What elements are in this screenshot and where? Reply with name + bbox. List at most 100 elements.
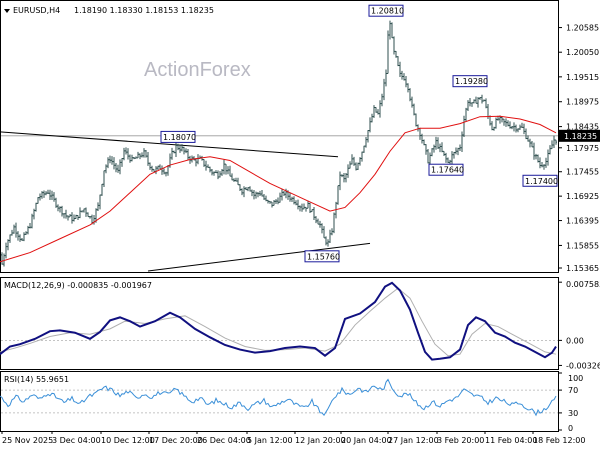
price-bar bbox=[455, 147, 457, 155]
price-bar bbox=[271, 201, 273, 208]
price-bar bbox=[265, 195, 267, 202]
price-bar bbox=[467, 100, 469, 111]
price-bar bbox=[403, 73, 405, 81]
price-bar bbox=[29, 222, 31, 229]
price-bar bbox=[269, 200, 271, 204]
current-price-label: 1.18235 bbox=[564, 132, 597, 141]
price-y-tick-label: 1.20585 bbox=[566, 24, 599, 33]
moving-average-line bbox=[0, 115, 557, 263]
price-bar bbox=[123, 147, 125, 161]
annotation-box bbox=[368, 4, 404, 17]
rsi-y-tick-label: 70 bbox=[568, 386, 578, 395]
price-bar bbox=[55, 197, 57, 208]
price-bar bbox=[383, 78, 385, 101]
annotation-label: 1.17400 bbox=[525, 177, 558, 186]
price-bar bbox=[409, 88, 411, 102]
price-bar bbox=[527, 135, 529, 142]
rsi-y-tick-label: 0 bbox=[568, 424, 573, 433]
price-bar bbox=[509, 121, 511, 129]
price-bar bbox=[37, 197, 39, 204]
price-bar bbox=[341, 174, 343, 178]
price-bar bbox=[295, 200, 297, 206]
price-bar bbox=[35, 202, 37, 212]
price-bar bbox=[539, 157, 541, 169]
price-bar bbox=[385, 69, 387, 87]
price-y-tick-label: 1.16395 bbox=[566, 217, 599, 226]
price-bar bbox=[443, 150, 445, 157]
price-bar bbox=[373, 105, 375, 118]
price-bar bbox=[371, 113, 373, 123]
price-bar bbox=[289, 192, 291, 202]
price-bar bbox=[387, 30, 389, 75]
price-bar bbox=[441, 142, 443, 153]
price-bar bbox=[173, 150, 175, 154]
annotation-box bbox=[428, 163, 464, 176]
price-bar bbox=[229, 165, 231, 177]
price-bar bbox=[345, 173, 347, 183]
price-bar bbox=[437, 137, 439, 149]
price-bar bbox=[71, 212, 73, 224]
price-bar bbox=[239, 184, 241, 191]
price-bar bbox=[301, 203, 303, 212]
price-bar bbox=[113, 157, 115, 170]
price-bar bbox=[179, 144, 181, 153]
price-bar bbox=[483, 99, 485, 102]
price-bar bbox=[363, 145, 365, 153]
price-bar bbox=[541, 162, 543, 168]
price-bar bbox=[481, 94, 483, 104]
price-bar bbox=[323, 226, 325, 239]
annotation-box bbox=[304, 250, 340, 263]
price-bar bbox=[305, 206, 307, 212]
chart-header: EURUSD,H4 1.18190 1.18330 1.18153 1.1823… bbox=[4, 6, 214, 15]
price-bar bbox=[313, 206, 315, 221]
price-bar bbox=[213, 171, 215, 176]
rsi-y-tick-label: 100 bbox=[568, 374, 583, 383]
watermark: ActionForex bbox=[144, 59, 251, 81]
price-bar bbox=[131, 154, 133, 162]
price-bar bbox=[141, 152, 143, 158]
price-bar bbox=[209, 166, 211, 173]
price-bar bbox=[139, 153, 141, 160]
price-bar bbox=[261, 190, 263, 197]
price-bar bbox=[315, 216, 317, 224]
price-bar bbox=[413, 103, 415, 116]
rsi-y-tick-label: 30 bbox=[568, 409, 578, 418]
price-bar bbox=[411, 96, 413, 108]
price-bar bbox=[485, 98, 487, 109]
price-bar bbox=[143, 148, 145, 158]
price-bar bbox=[223, 159, 225, 175]
price-bar bbox=[119, 159, 121, 175]
price-bar bbox=[15, 222, 17, 238]
price-bar bbox=[183, 146, 185, 155]
price-bar bbox=[445, 152, 447, 163]
price-bar bbox=[479, 97, 481, 100]
price-bar bbox=[519, 124, 521, 130]
price-bar bbox=[453, 151, 455, 159]
price-bar bbox=[73, 214, 75, 222]
axes-layer: 1.20585 1.20050 1.19515 1.18975 1.18435 1.179… bbox=[1, 24, 600, 445]
price-bar bbox=[297, 199, 299, 210]
price-bar bbox=[381, 93, 383, 107]
price-bar bbox=[117, 164, 119, 173]
price-bar bbox=[125, 147, 127, 155]
price-bar bbox=[347, 164, 349, 178]
price-bar bbox=[433, 144, 435, 153]
price-bar bbox=[163, 168, 165, 175]
x-tick-label: 11 Feb 04:00 bbox=[485, 436, 537, 445]
price-y-tick-label: 1.15365 bbox=[566, 264, 599, 273]
price-bar bbox=[517, 128, 519, 133]
price-bar bbox=[555, 139, 557, 145]
price-bar bbox=[317, 218, 319, 225]
price-bar bbox=[19, 234, 21, 242]
price-bar bbox=[13, 224, 15, 234]
price-y-tick-label: 1.20050 bbox=[566, 48, 599, 57]
price-bar bbox=[397, 56, 399, 67]
price-bar bbox=[267, 199, 269, 204]
macd-y-tick-label: 0.00 bbox=[566, 336, 584, 345]
price-bar bbox=[511, 125, 513, 130]
annotation-label: 1.18070 bbox=[163, 133, 196, 142]
price-bar bbox=[31, 213, 33, 229]
price-bar bbox=[421, 133, 423, 144]
price-bar bbox=[17, 231, 19, 241]
